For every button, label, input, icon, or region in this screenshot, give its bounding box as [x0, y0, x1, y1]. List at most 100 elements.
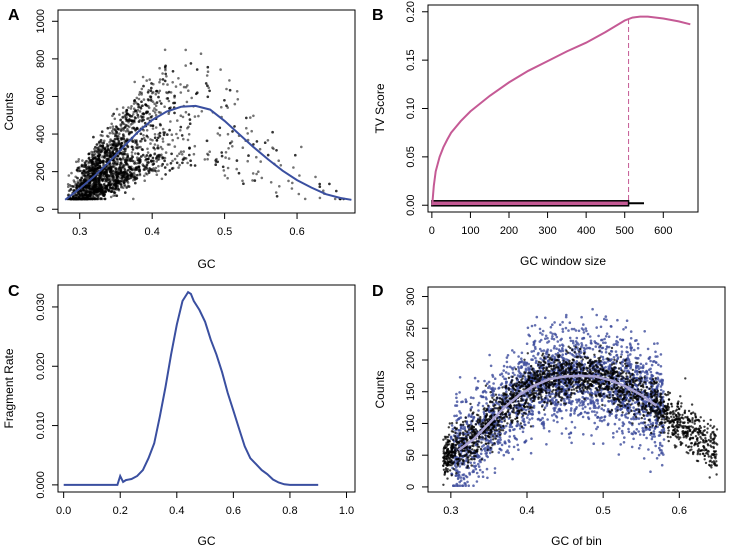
panel-d-raw-point [638, 412, 642, 416]
panel-d-raw-point [518, 371, 521, 375]
panel-a-point [72, 189, 75, 193]
panel-d-raw-point [539, 418, 543, 422]
panel-a-point [204, 82, 208, 85]
panel-a-point [149, 115, 153, 119]
panel-d-raw-point [551, 399, 554, 403]
panel-a-point [171, 70, 175, 73]
panel-d-raw-point [492, 382, 495, 385]
panel-a-point [111, 143, 115, 147]
panel-a-point [118, 157, 122, 161]
panel-d-raw-point [600, 399, 604, 403]
panel-d-raw-point [656, 342, 659, 345]
panel-d-raw-point [569, 412, 572, 416]
panel-a-point [294, 153, 297, 157]
panel-d-raw-point [541, 329, 545, 333]
panel-d-raw-point [542, 426, 546, 430]
panel-a-point [231, 145, 234, 148]
panel-d-raw-point [576, 414, 580, 417]
panel-a-point [171, 138, 174, 142]
panel-a-point [112, 188, 115, 191]
panel-a-point [104, 153, 107, 156]
panel-a-point [110, 122, 113, 126]
panel-d-raw-point [472, 396, 475, 400]
panel-d-raw-point [569, 431, 573, 435]
panel-d-raw-point [623, 436, 626, 439]
panel-d-raw-point [455, 392, 458, 396]
panel-a-point [160, 102, 163, 105]
panel-d-raw-point [454, 474, 458, 478]
panel-a-point [140, 100, 143, 103]
panel-a-point [166, 163, 169, 166]
panel-a-point [152, 159, 155, 163]
panel-a-point [86, 190, 89, 194]
panel-a-point [111, 162, 115, 165]
panel-a-point [107, 182, 111, 185]
panel-a-point [147, 157, 150, 161]
panel-a-point [134, 181, 137, 185]
panel-d-raw-point [532, 343, 535, 347]
panel-a-point [155, 138, 159, 142]
panel-d-raw-point [560, 385, 564, 388]
panel-d-raw-point [492, 389, 496, 393]
panel-d-raw-point [650, 363, 654, 367]
panel-a-point [130, 145, 134, 149]
panel-a-point [156, 146, 159, 150]
panel-d-raw-point [642, 433, 646, 437]
panel-d-raw-point [483, 458, 486, 462]
panel-a-point [111, 150, 114, 154]
panel-a-point [157, 155, 161, 159]
panel-d-raw-point [481, 395, 485, 399]
panel-a-point [169, 120, 172, 123]
panel-a-point [109, 126, 112, 129]
panel-d-raw-point [524, 408, 528, 412]
panel-d-raw-point [575, 398, 578, 402]
panel-d-raw-point [505, 390, 508, 394]
panel-d-raw-point [544, 316, 547, 320]
panel-a-point [214, 159, 217, 162]
panel-a-point [228, 88, 232, 92]
panel-d-raw-point [530, 437, 533, 441]
panel-d-raw-point [517, 367, 521, 370]
panel-d-raw-point [650, 451, 654, 454]
panel-d-raw-point [588, 407, 592, 410]
panel-a-point [259, 160, 263, 163]
panel-a-point [173, 94, 176, 98]
panel-d-raw-point [462, 476, 465, 480]
panel-d-raw-point [549, 331, 552, 334]
panel-b-y-tick-label: 0.00 [405, 195, 417, 216]
panel-a-point [169, 162, 173, 165]
panel-d-raw-point [607, 399, 610, 403]
panel-d-raw-point [461, 473, 465, 477]
panel-a-point [134, 129, 137, 132]
panel-d-raw-point [520, 351, 524, 355]
panel-a-point [115, 125, 118, 129]
panel-a-point [173, 157, 177, 161]
panel-d-raw-point [449, 435, 453, 439]
panel-b-x-axis-title: GC window size [520, 254, 606, 268]
panel-a-point [121, 111, 125, 115]
panel-d-raw-point [567, 394, 570, 397]
panel-d-raw-point [630, 417, 633, 421]
panel-a-point [109, 195, 113, 199]
panel-a-x-tick-label: 0.3 [72, 226, 87, 238]
panel-a-point [77, 182, 81, 185]
panel-a-point [176, 154, 179, 158]
panel-d-raw-point [546, 341, 549, 344]
panel-a-x-axis: 0.3 0.4 0.5 0.6 [72, 213, 305, 238]
panel-a-point [130, 151, 134, 154]
panel-a-point [155, 160, 158, 163]
panel-a-point [137, 120, 141, 123]
panel-a-point [102, 193, 105, 196]
panel-b-x-tick-label: 400 [577, 225, 595, 237]
panel-a-point [197, 114, 200, 118]
panel-d-raw-point [530, 350, 533, 353]
panel-a-point [123, 178, 127, 182]
panel-d-raw-point [618, 427, 621, 430]
panel-a-point [117, 182, 120, 185]
panel-d-raw-point [475, 480, 479, 483]
panel-a-point [233, 125, 236, 128]
panel-d-raw-point [629, 353, 632, 356]
panel-a-point [176, 119, 179, 122]
panel-d-raw-point [603, 337, 606, 341]
